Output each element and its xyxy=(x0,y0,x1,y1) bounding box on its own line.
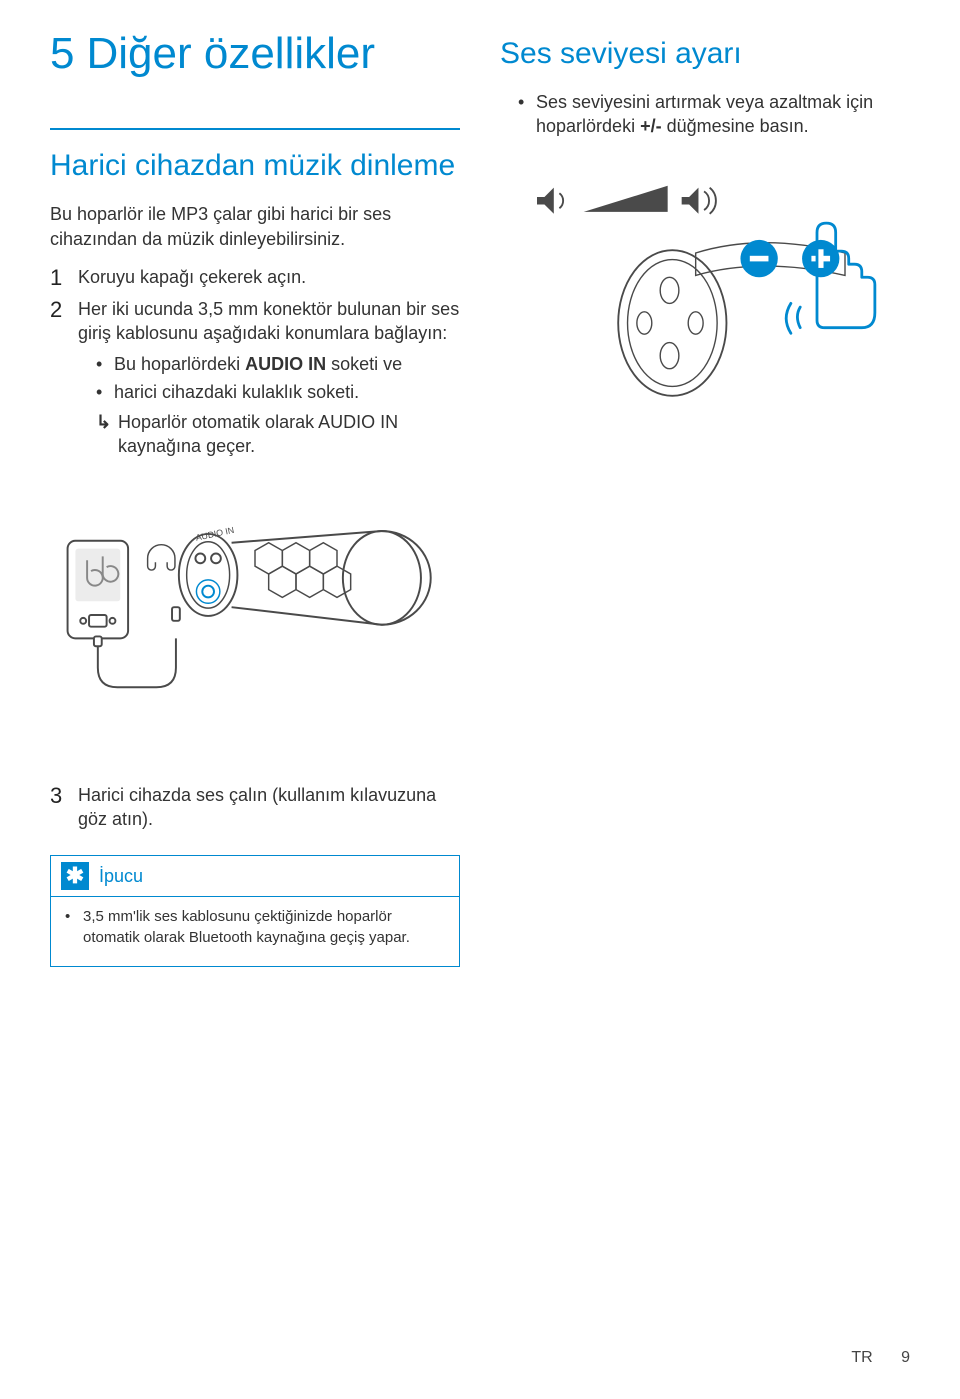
tip-header: ✱ İpucu xyxy=(51,856,459,896)
audio-in-illustration: AUDIO IN xyxy=(50,479,460,749)
step-text: Her iki ucunda 3,5 mm konektör bulunan b… xyxy=(78,297,460,459)
bullet-item: harici cihazdaki kulaklık soketi. xyxy=(96,380,460,404)
section-divider xyxy=(50,128,460,130)
volume-instruction: Ses seviyesini artırmak veya azaltmak iç… xyxy=(536,90,910,139)
step-text: Koruyu kapağı çekerek açın. xyxy=(78,265,306,291)
audio-in-label: AUDIO IN xyxy=(195,525,235,543)
result-arrow-icon: ↳ xyxy=(96,410,118,459)
bullet-item: Bu hoparlördeki AUDIO IN soketi ve xyxy=(96,352,460,376)
step-number: 3 xyxy=(50,783,78,832)
step-number: 2 xyxy=(50,297,78,459)
step-list: 1 Koruyu kapağı çekerek açın. 2 Her iki … xyxy=(50,265,460,459)
step-3-list: 3 Harici cihazda ses çalın (kullanım kıl… xyxy=(50,783,460,832)
chapter-number: 5 xyxy=(50,29,74,78)
step-text: Harici cihazda ses çalın (kullanım kılav… xyxy=(78,783,460,832)
tip-box: ✱ İpucu 3,5 mm'lik ses kablosunu çektiği… xyxy=(50,855,460,967)
intro-text: Bu hoparlör ile MP3 çalar gibi harici bi… xyxy=(50,202,460,251)
step-2-bullets: Bu hoparlördeki AUDIO IN soketi ve haric… xyxy=(96,352,460,405)
page-footer: TR 9 xyxy=(851,1349,910,1367)
step-2-intro: Her iki ucunda 3,5 mm konektör bulunan b… xyxy=(78,299,459,343)
volume-bullet: Ses seviyesini artırmak veya azaltmak iç… xyxy=(518,90,910,139)
section-title-left: Harici cihazdan müzik dinleme xyxy=(50,148,460,184)
volume-bullet-list: Ses seviyesini artırmak veya azaltmak iç… xyxy=(518,90,910,139)
chapter-title-text: Diğer özellikler xyxy=(86,29,375,78)
tip-text: 3,5 mm'lik ses kablosunu çektiğinizde ho… xyxy=(83,907,445,948)
footer-lang: TR xyxy=(851,1349,872,1366)
result-line: ↳ Hoparlör otomatik olarak AUDIO IN kayn… xyxy=(96,410,460,459)
chapter-title: 5Diğer özellikler xyxy=(50,30,460,78)
tip-body: 3,5 mm'lik ses kablosunu çektiğinizde ho… xyxy=(51,896,459,966)
tip-bullet: 3,5 mm'lik ses kablosunu çektiğinizde ho… xyxy=(65,907,445,948)
section-title-right: Ses seviyesi ayarı xyxy=(500,36,910,72)
volume-illustration xyxy=(500,169,910,449)
step-2: 2 Her iki ucunda 3,5 mm konektör bulunan… xyxy=(50,297,460,459)
step-number: 1 xyxy=(50,265,78,291)
step-3: 3 Harici cihazda ses çalın (kullanım kıl… xyxy=(50,783,460,832)
asterisk-icon: ✱ xyxy=(61,862,89,890)
step-1: 1 Koruyu kapağı çekerek açın. xyxy=(50,265,460,291)
result-text: Hoparlör otomatik olarak AUDIO IN kaynağ… xyxy=(118,410,460,459)
footer-page: 9 xyxy=(901,1349,910,1366)
tip-label: İpucu xyxy=(99,866,143,887)
